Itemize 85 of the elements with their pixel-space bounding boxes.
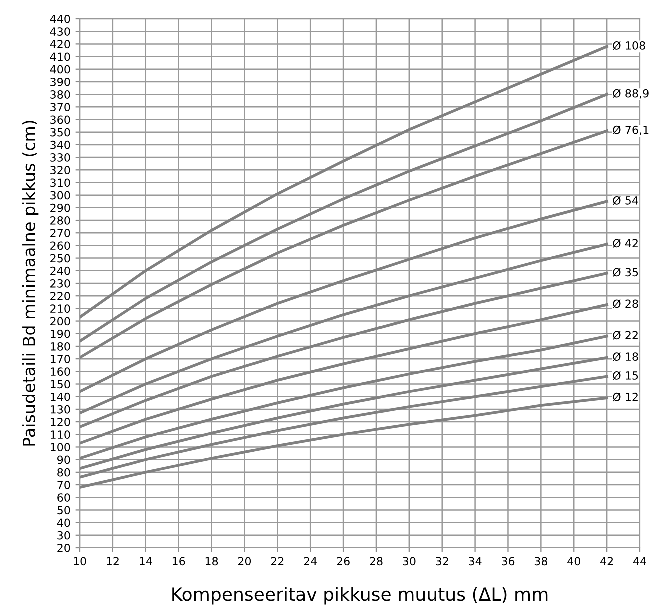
- series-label: Ø 108: [613, 41, 646, 50]
- y-tick-label: 380: [50, 90, 70, 99]
- y-tick-label: 320: [50, 166, 70, 175]
- series-label: Ø 22: [613, 331, 638, 340]
- y-tick-label: 200: [50, 317, 70, 326]
- y-tick-label: 280: [50, 216, 70, 225]
- y-tick-label: 220: [50, 292, 70, 300]
- y-tick-label: 330: [50, 154, 70, 162]
- y-tick-label: 30: [58, 531, 70, 540]
- y-tick-label: 250: [50, 254, 70, 263]
- y-axis-title: Paisudetaili Bd minimaalne pikkus (cm): [22, 120, 39, 446]
- y-tick-label: 40: [57, 518, 70, 528]
- y-tick-label: 400: [50, 65, 70, 74]
- x-tick-label: 22: [271, 557, 284, 566]
- y-tick-label: 230: [50, 279, 70, 288]
- line-series: [80, 200, 608, 394]
- y-tick-label: 60: [58, 494, 70, 502]
- series-label: Ø 35: [613, 268, 638, 277]
- y-tick-label: 170: [50, 355, 70, 364]
- y-tick-label: 70: [58, 481, 70, 490]
- series-label: Ø 88,9: [613, 89, 649, 99]
- x-tick-label: 38: [534, 557, 548, 566]
- x-tick-label: 26: [337, 557, 350, 566]
- series-label: Ø 28: [613, 300, 638, 308]
- line-series: [80, 45, 608, 319]
- x-tick-label: 16: [172, 557, 186, 566]
- y-tick-label: 310: [50, 178, 70, 188]
- y-tick-label: 350: [50, 128, 70, 137]
- x-tick-label: 12: [107, 557, 119, 566]
- x-tick-label: 18: [206, 557, 218, 566]
- y-tick-label: 80: [58, 468, 70, 477]
- line-series: [80, 375, 608, 479]
- y-tick-label: 240: [50, 266, 70, 276]
- series-label: Ø 18: [613, 352, 638, 362]
- y-tick-label: 180: [50, 342, 70, 351]
- y-tick-label: 100: [50, 443, 70, 452]
- y-tick-label: 160: [50, 368, 70, 376]
- x-axis-title: Kompenseeritav pikkuse muutus (ΔL) mm: [172, 587, 548, 605]
- series-label: Ø 15: [613, 371, 638, 380]
- y-tick-label: 190: [50, 330, 70, 338]
- y-tick-label: 410: [50, 52, 70, 62]
- x-tick-label: 14: [140, 557, 152, 566]
- x-tick-label: 30: [403, 557, 416, 566]
- x-tick-label: 28: [370, 557, 383, 566]
- y-tick-label: 140: [50, 392, 70, 402]
- y-tick-label: 440: [50, 14, 70, 24]
- x-tick-label: 10: [74, 557, 86, 566]
- series-label: Ø 54: [613, 196, 638, 206]
- y-tick-label: 90: [58, 456, 70, 464]
- line-series: [80, 243, 608, 415]
- x-tick-label: 24: [304, 557, 318, 566]
- y-tick-label: 360: [50, 116, 70, 124]
- line-series: [80, 272, 608, 428]
- y-tick-label: 150: [50, 380, 70, 389]
- y-tick-label: 340: [50, 140, 70, 150]
- series-label: Ø 76,1: [613, 126, 649, 136]
- x-tick-label: 36: [502, 557, 515, 566]
- y-tick-label: 120: [50, 418, 70, 426]
- x-tick-label: 32: [436, 557, 448, 566]
- x-tick-label: 42: [600, 557, 614, 566]
- y-tick-label: 20: [58, 544, 70, 552]
- y-tick-label: 270: [50, 229, 70, 238]
- y-tick-label: 300: [50, 191, 70, 200]
- line-series: [80, 130, 608, 360]
- x-tick-label: 44: [633, 557, 646, 566]
- y-tick-label: 110: [50, 430, 70, 440]
- y-tick-label: 50: [58, 506, 70, 515]
- y-tick-label: 420: [50, 40, 70, 49]
- line-series: [80, 304, 608, 445]
- y-tick-label: 290: [50, 204, 70, 212]
- series-label: Ø 42: [613, 239, 638, 248]
- x-tick-label: 20: [238, 557, 252, 566]
- y-tick-label: 370: [50, 103, 70, 112]
- line-series: [80, 93, 608, 343]
- x-tick-label: 34: [469, 557, 482, 566]
- y-tick-label: 260: [50, 242, 70, 250]
- y-tick-label: 210: [50, 304, 70, 314]
- y-tick-label: 430: [50, 28, 70, 36]
- line-series: [80, 356, 608, 470]
- line-series: [80, 396, 608, 489]
- series-label: Ø 12: [613, 392, 638, 402]
- y-tick-label: 130: [50, 405, 70, 414]
- y-tick-label: 390: [50, 78, 70, 86]
- line-series: [80, 335, 608, 460]
- x-tick-label: 40: [568, 557, 580, 566]
